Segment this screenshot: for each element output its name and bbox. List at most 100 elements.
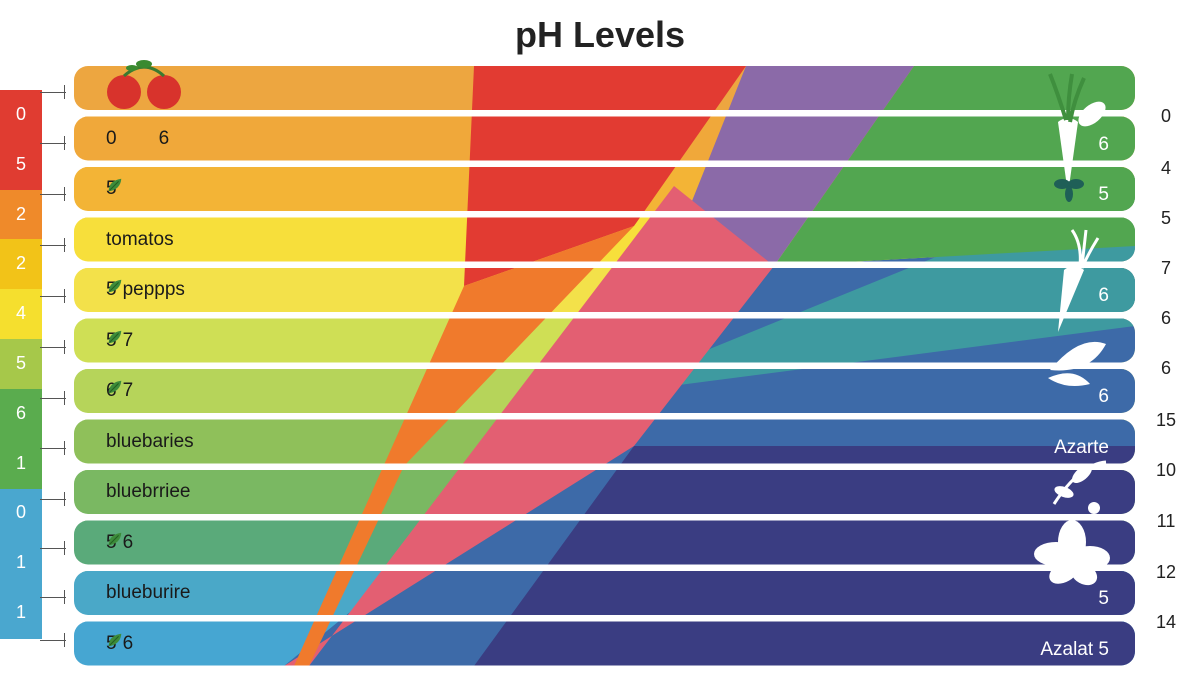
row-right-value: 6 bbox=[1098, 386, 1109, 407]
left-scale-label: 1 bbox=[15, 552, 26, 573]
right-scale-label: 11 bbox=[1156, 511, 1176, 531]
left-scale-tick bbox=[40, 92, 66, 93]
row-plant-name: 7 bbox=[122, 329, 134, 351]
left-scale-tick bbox=[40, 143, 66, 144]
page-title: pH Levels bbox=[514, 14, 686, 55]
carrot-icon bbox=[1048, 73, 1106, 194]
tomatoes-icon bbox=[107, 60, 181, 109]
row-label: 57 bbox=[106, 328, 133, 354]
row-plant-name: 6 bbox=[122, 632, 134, 654]
left-scale-tick bbox=[40, 640, 66, 641]
leaf-cluster-icon bbox=[1054, 179, 1084, 202]
left-scale-segment bbox=[0, 438, 42, 490]
left-scale-tick-cap bbox=[64, 238, 65, 252]
row-label: 56 bbox=[106, 530, 133, 556]
left-scale-tick-cap bbox=[64, 136, 65, 150]
left-scale-label: 2 bbox=[15, 203, 26, 224]
row-plant-name: 7 bbox=[122, 380, 134, 401]
leaf-icon bbox=[108, 633, 122, 646]
row-right-value: 5 bbox=[1098, 588, 1109, 609]
left-scale-segment bbox=[0, 388, 42, 440]
right-scale-label: 7 bbox=[1160, 258, 1171, 278]
leaf-icon bbox=[108, 279, 122, 293]
left-scale-label: 2 bbox=[15, 253, 26, 274]
left-scale-tick-cap bbox=[64, 289, 65, 303]
left-scale-tick-cap bbox=[64, 441, 65, 455]
right-scale-label: 0 bbox=[1160, 106, 1171, 126]
row-plant-name: 6 bbox=[122, 531, 134, 553]
left-scale-tick-cap bbox=[64, 633, 65, 647]
left-scale-label: 5 bbox=[15, 353, 26, 373]
right-scale-label: 4 bbox=[1160, 158, 1171, 178]
row-label: 67 bbox=[106, 378, 133, 404]
ph-band-svg bbox=[74, 66, 1135, 666]
left-scale-tick-cap bbox=[64, 340, 65, 354]
left-scale-segment bbox=[0, 488, 42, 540]
plant-illustrations bbox=[1034, 73, 1110, 586]
left-scale-tick bbox=[40, 448, 66, 449]
left-scale-label: 5 bbox=[15, 153, 26, 174]
left-scale-tick bbox=[40, 597, 66, 598]
band-pink bbox=[284, 186, 774, 666]
band-red bbox=[464, 66, 746, 286]
row-plant-name: bluebrriee bbox=[106, 481, 191, 502]
row-plant-name: peppрs bbox=[122, 279, 185, 300]
right-scale-label: 6 bbox=[1160, 358, 1171, 378]
left-scale-segment bbox=[0, 239, 42, 291]
left-scale-tick-cap bbox=[64, 391, 65, 405]
row-label: bluebrriee bbox=[106, 479, 191, 505]
row-plant-name: tomatos bbox=[106, 228, 174, 250]
left-scale-label: 1 bbox=[15, 452, 26, 473]
left-scale-segment bbox=[0, 289, 42, 341]
row-label: 56 bbox=[106, 631, 133, 657]
azalea-flower-icon bbox=[1034, 520, 1110, 586]
left-ph-scale: 0 5 2 2 4 5 6 1 0 1 1 bbox=[0, 90, 42, 639]
left-scale-tick bbox=[40, 245, 66, 246]
row-label: bluebaries bbox=[106, 429, 194, 455]
row-plant-name: blueburire bbox=[106, 582, 191, 603]
right-scale-label: 12 bbox=[1155, 562, 1177, 582]
left-scale-label: 4 bbox=[15, 303, 26, 324]
left-scale-tick-cap bbox=[64, 590, 65, 604]
leaf-icon bbox=[108, 380, 122, 394]
row-plant-name: bluebaries bbox=[106, 430, 194, 452]
left-scale-segment bbox=[0, 538, 42, 590]
leaf-icon bbox=[108, 532, 122, 545]
row-label: blueburire bbox=[106, 580, 191, 606]
left-scale-segment bbox=[0, 339, 42, 390]
row-plant-name: 6 bbox=[158, 127, 170, 149]
right-scale-label: 6 bbox=[1160, 308, 1171, 328]
left-scale-tick-cap bbox=[64, 187, 65, 201]
right-scale-label: 5 bbox=[1160, 208, 1171, 228]
left-scale-segment bbox=[0, 189, 42, 241]
row-right-value: Azalat 5 bbox=[1040, 638, 1109, 660]
leaf-icon bbox=[108, 178, 122, 192]
left-scale-tick bbox=[40, 398, 66, 399]
right-scale-label: 14 bbox=[1155, 612, 1177, 632]
row-label: 5peppрs bbox=[106, 277, 185, 303]
left-scale-segment bbox=[0, 139, 42, 191]
left-scale-tick-cap bbox=[64, 85, 65, 99]
left-scale-tick-cap bbox=[64, 492, 65, 506]
leaf-icon bbox=[1048, 341, 1106, 386]
berry-branch-icon bbox=[1052, 460, 1107, 514]
right-scale-label: 15 bbox=[1155, 410, 1177, 430]
left-scale-tick bbox=[40, 548, 66, 549]
row-right-value: 5 bbox=[1098, 184, 1109, 205]
left-scale-label: 0 bbox=[15, 103, 26, 124]
row-right-value: 6 bbox=[1098, 285, 1109, 306]
row-ph-value: 0 bbox=[106, 127, 117, 149]
row-right-value: 6 bbox=[1098, 133, 1109, 155]
right-scale-label: 10 bbox=[1155, 460, 1177, 480]
left-scale-label: 0 bbox=[15, 502, 26, 523]
row-right-value: Azarte bbox=[1054, 436, 1109, 458]
carrot-icon bbox=[1058, 229, 1100, 332]
left-scale-segment bbox=[0, 90, 42, 141]
row-label: 5 bbox=[106, 176, 122, 202]
left-scale-tick bbox=[40, 347, 66, 348]
ph-band-chart: 06655tomatos5peppрs657676bluebariesAzart… bbox=[74, 66, 1135, 666]
left-scale-segment bbox=[0, 588, 42, 639]
left-scale-tick-cap bbox=[64, 541, 65, 555]
row-label: tomatos bbox=[106, 227, 174, 253]
